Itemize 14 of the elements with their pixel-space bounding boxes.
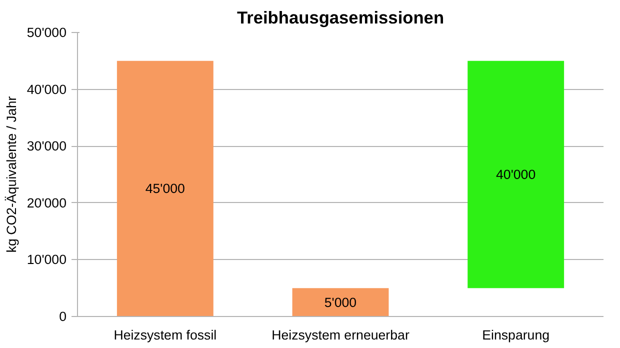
x-tick-label: Heizsystem erneuerbar [272, 328, 410, 342]
y-tick-label: 40'000 [26, 82, 66, 97]
data-label: 45'000 [145, 181, 185, 196]
y-tick-label: 20'000 [26, 195, 66, 210]
y-axis-title: kg CO2-Äquivalente / Jahr [4, 96, 19, 253]
data-label: 5'000 [324, 294, 357, 310]
data-label: 40'000 [496, 167, 536, 182]
y-tick-label: 0 [59, 309, 67, 324]
y-tick-label: 10'000 [26, 252, 66, 268]
x-tick-label: Heizsystem fossil [114, 328, 217, 342]
x-tick-label: Einsparung [482, 328, 550, 342]
y-tick-label: 50'000 [26, 25, 66, 40]
chart-title: Treibhausgasemissionen [236, 8, 444, 28]
y-tick-label: 30'000 [26, 138, 66, 154]
